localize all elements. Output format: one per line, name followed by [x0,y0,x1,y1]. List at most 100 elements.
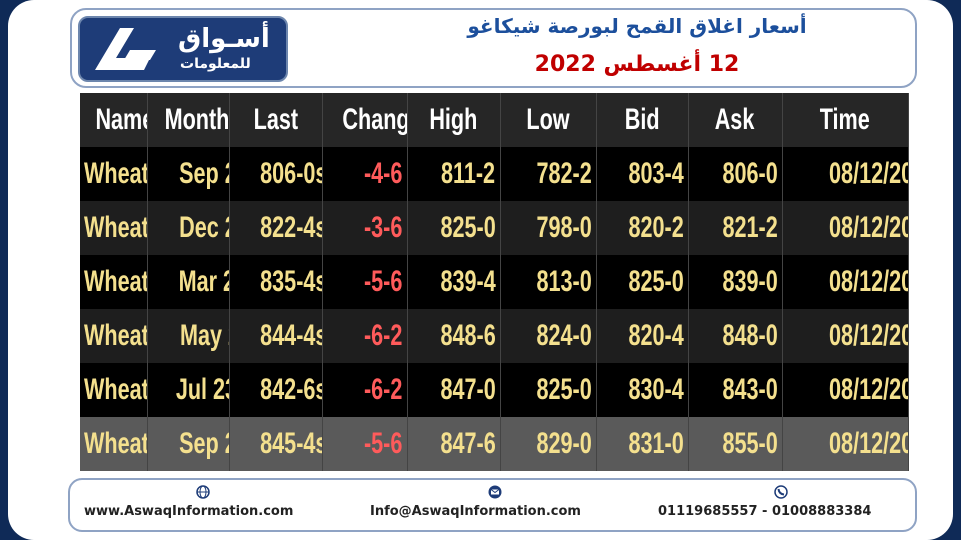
table-cell-text: -3-6 [364,211,403,244]
table-cell-text: -6-2 [364,319,403,352]
table-cell: 855-0 [688,417,783,471]
table-cell-text: 830-4 [628,373,684,406]
table-cell-text: 811-2 [441,157,496,190]
column-header: Bid [596,93,689,147]
table-cell: 825-0 [500,363,597,417]
table-cell-text: 806-0 [722,157,778,190]
table-cell: 811-2 [407,147,501,201]
table-cell-text: Jul 23 [175,373,228,406]
table-cell: 08/12/2022 [782,147,909,201]
logo-icon [95,28,156,70]
table-cell: 844-4s [229,309,323,363]
table-cell: 824-0 [500,309,597,363]
table-cell: 842-6s [229,363,323,417]
table-cell: Wheat [80,363,148,417]
table-cell-text: 08/12/2022 [828,319,907,352]
table-cell: -6-2 [322,309,408,363]
table-cell-text: 08/12/2022 [828,265,907,298]
table-cell-text: Mar 23 [178,265,228,298]
logo: أسـواق للمعلومات [78,16,288,82]
table-cell-text: 835-4s [259,265,322,298]
logo-text: أسـواق [178,24,270,54]
table-cell-text: 820-4 [628,319,684,352]
web-icon [196,485,210,499]
column-header-text: High [429,103,478,136]
table-cell: May 23 [147,309,230,363]
table-cell: Sep 22 [147,147,230,201]
column-header: Low [500,93,597,147]
table-cell: 835-4s [229,255,323,309]
table-row: Wheat Sep 22 806-0s -4-6 811-2 782-2 803-4 806-… [80,147,909,201]
table-cell: 839-4 [407,255,501,309]
table-cell-text: 820-2 [628,211,684,244]
table-cell-text: 848-6 [440,319,496,352]
column-header: Last [229,93,323,147]
table-cell: Sep 23 [147,417,230,471]
table-cell-text: 825-0 [536,373,592,406]
table-cell: 08/12/2022 [782,309,909,363]
table-cell-text: 803-4 [628,157,684,190]
column-header: High [407,93,501,147]
table-cell-text: 847-6 [440,427,496,460]
table-cell-text: -4-6 [364,157,403,190]
column-header: Ask [688,93,783,147]
table-cell-text: -6-2 [364,373,403,406]
phone-icon [774,485,788,499]
table-cell: 843-0 [688,363,783,417]
table-cell: 08/12/2022 [782,201,909,255]
header-row: Name Month Last Change High Low Bid Ask Time [80,93,909,147]
table-cell-text: 824-0 [536,319,592,352]
column-header: Time [782,93,909,147]
table-cell: 798-0 [500,201,597,255]
table-cell: -6-2 [322,363,408,417]
table-row: Wheat May 23 844-4s -6-2 848-6 824-0 820-4 848-… [80,309,909,363]
table-body: Wheat Sep 22 806-0s -4-6 811-2 782-2 803-4 806-… [80,147,909,471]
logo-subtext: للمعلومات [180,56,251,72]
header: أسـواق للمعلومات أسعار اغلاق القمح لبورص… [70,8,917,88]
table-cell-text: 821-2 [722,211,778,244]
table-cell-text: 782-2 [536,157,592,190]
column-header-text: Low [526,103,570,136]
table-cell: Mar 23 [147,255,230,309]
table-cell: Wheat [80,255,148,309]
table-cell-text: Sep 22 [178,157,228,190]
table-cell: Jul 23 [147,363,230,417]
table-cell: 825-0 [596,255,689,309]
column-header-text: Month [164,103,229,136]
table-cell-text: Wheat [84,211,147,244]
date: 12 أغسطس 2022 [534,52,740,77]
table-cell-text: Sep 23 [178,427,228,460]
table-cell: 822-4s [229,201,323,255]
table-cell: 08/12/2022 [782,363,909,417]
table-cell: 831-0 [596,417,689,471]
table-cell: 803-4 [596,147,689,201]
table-cell: 848-6 [407,309,501,363]
table-cell-text: 08/12/2022 [828,427,907,460]
table-cell: 848-0 [688,309,783,363]
table-cell: Wheat [80,417,148,471]
table-row: Wheat Dec 22 822-4s -3-6 825-0 798-0 820-2 821-… [80,201,909,255]
table-cell: 829-0 [500,417,597,471]
table-cell-text: 798-0 [536,211,592,244]
table-cell-text: 839-0 [722,265,778,298]
table-cell-text: 829-0 [536,427,592,460]
table-cell: 820-2 [596,201,689,255]
column-header: Name [80,93,148,147]
table-cell-text: 831-0 [628,427,684,460]
table-cell-text: Wheat [84,373,147,406]
table-cell: 847-0 [407,363,501,417]
table-cell: Wheat [80,201,148,255]
footer: www.AswaqInformation.com Info@AswaqInfor… [68,478,917,532]
table-cell: 820-4 [596,309,689,363]
table-cell-text: 08/12/2022 [828,211,907,244]
table-cell-text: May 23 [179,319,228,352]
column-header-text: Ask [715,103,755,136]
table-cell-text: 847-0 [440,373,496,406]
table-cell-text: Wheat [84,427,147,460]
table-cell-text: 813-0 [536,265,592,298]
table-cell: 806-0 [688,147,783,201]
table-cell-text: -5-6 [364,427,403,460]
table-cell: Dec 22 [147,201,230,255]
table-row: Wheat Sep 23 845-4s -5-6 847-6 829-0 831-0 855-… [80,417,909,471]
table-cell: -5-6 [322,255,408,309]
